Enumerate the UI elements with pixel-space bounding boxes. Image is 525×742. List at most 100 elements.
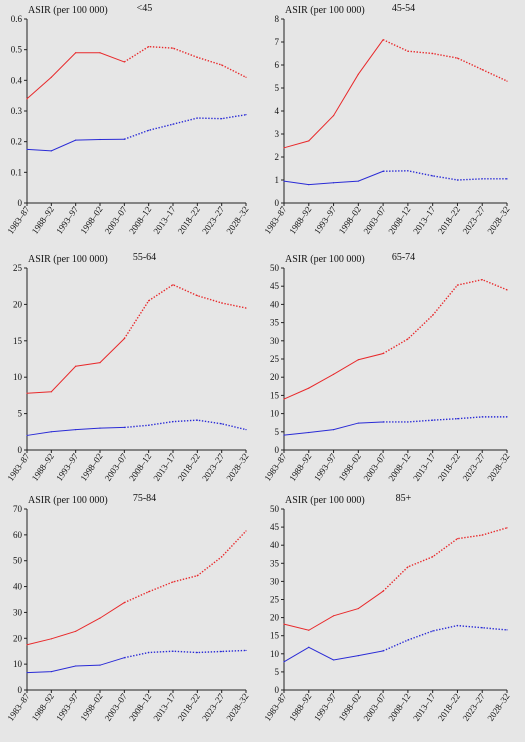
y-tick-label: 30 xyxy=(270,336,280,346)
y-tick-label: 4 xyxy=(275,106,280,116)
x-tick-label: 1983–87 xyxy=(5,691,32,723)
data-point xyxy=(357,73,359,75)
series-2-projected-line xyxy=(383,416,507,423)
panel-title: 85+ xyxy=(396,493,412,504)
data-point xyxy=(148,46,150,48)
y-tick-label: 50 xyxy=(13,556,23,566)
data-point xyxy=(481,534,483,536)
series-1-projected-line xyxy=(123,283,247,339)
series-1-observed-line xyxy=(283,39,384,149)
data-point xyxy=(456,179,459,181)
x-tick-label: 2003–07 xyxy=(361,451,388,483)
data-point xyxy=(481,627,483,629)
data-point xyxy=(245,649,247,652)
data-point xyxy=(26,672,28,674)
chart-panel-4: 0 5 10 15 20 25 30 35 40 45 50 1983–871988–921993–9… xyxy=(262,252,511,483)
y-tick-label: 0 xyxy=(275,198,280,208)
data-point xyxy=(332,115,335,117)
x-tick-label: 2013–17 xyxy=(151,691,178,723)
y-tick-label: 30 xyxy=(270,576,280,586)
data-point xyxy=(172,581,174,583)
data-point xyxy=(506,80,508,82)
y-tick-label: 10 xyxy=(13,372,23,382)
x-tick-label: 2008–12 xyxy=(386,451,412,483)
x-tick-label: 1988–92 xyxy=(287,451,313,483)
data-point xyxy=(123,657,125,659)
x-tick-label: 1998–02 xyxy=(78,451,104,483)
x-tick-label: 2018–22 xyxy=(436,204,462,236)
series-2-observed-line xyxy=(26,138,125,152)
data-point xyxy=(382,590,384,592)
y-tick-label: 6 xyxy=(275,60,280,70)
data-point xyxy=(99,138,101,141)
data-point xyxy=(99,664,101,666)
series-1-projected-line xyxy=(382,39,508,82)
x-tick-label: 2028–32 xyxy=(485,451,511,483)
x-tick-label: 1993–97 xyxy=(54,451,81,483)
y-tick-label: 60 xyxy=(13,530,23,540)
y-tick-label: 25 xyxy=(13,263,23,273)
data-point xyxy=(382,421,384,423)
data-point xyxy=(245,429,247,431)
y-tick-label: 0.2 xyxy=(11,137,22,147)
x-tick-label: 2028–32 xyxy=(224,451,250,483)
data-point xyxy=(196,419,198,421)
data-point xyxy=(456,624,459,627)
y-tick-label: 10 xyxy=(270,649,280,659)
x-tick-label: 2008–12 xyxy=(127,451,153,483)
x-tick-label: 1983–87 xyxy=(5,204,32,236)
x-tick-label: 2013–17 xyxy=(411,204,438,236)
x-tick-label: 1988–92 xyxy=(30,691,56,723)
data-point xyxy=(308,387,310,389)
data-point xyxy=(50,671,52,673)
x-tick-label: 2003–07 xyxy=(361,204,388,236)
x-tick-label: 1993–97 xyxy=(54,691,81,723)
x-tick-label: 1983–87 xyxy=(262,691,289,723)
y-tick-label: 3 xyxy=(275,129,280,139)
x-tick-label: 2018–22 xyxy=(436,451,462,483)
data-point xyxy=(432,314,434,316)
data-point xyxy=(221,118,223,120)
data-point xyxy=(196,651,198,654)
y-axis-label: ASIR (per 100 000) xyxy=(28,254,108,265)
y-tick-label: 40 xyxy=(270,540,280,550)
y-tick-label: 40 xyxy=(13,582,23,592)
data-point xyxy=(432,175,434,177)
data-point xyxy=(357,422,359,424)
data-point xyxy=(245,114,247,116)
x-tick-label: 1993–97 xyxy=(312,204,339,236)
data-point xyxy=(506,527,508,529)
x-tick-label: 1988–92 xyxy=(30,451,56,483)
data-point xyxy=(283,623,285,625)
data-point xyxy=(75,665,77,667)
y-tick-label: 20 xyxy=(13,633,23,643)
panel-title: <45 xyxy=(137,3,153,14)
data-point xyxy=(456,57,459,59)
data-point xyxy=(196,575,198,577)
x-tick-label: 1988–92 xyxy=(287,204,313,236)
panel-title: 45-54 xyxy=(392,3,415,14)
x-tick-label: 2008–12 xyxy=(127,204,153,236)
data-point xyxy=(481,416,483,418)
data-point xyxy=(432,52,434,55)
data-point xyxy=(196,56,198,58)
y-tick-label: 50 xyxy=(270,504,280,514)
y-tick-label: 45 xyxy=(270,522,280,532)
data-point xyxy=(221,64,223,66)
data-point xyxy=(357,655,359,657)
series-2-observed-line xyxy=(26,657,125,674)
x-tick-label: 2003–07 xyxy=(103,691,130,723)
data-point xyxy=(50,150,52,152)
data-point xyxy=(148,300,150,302)
series-1-projected-line xyxy=(382,278,508,355)
x-tick-label: 1988–92 xyxy=(30,204,56,236)
series-2-observed-line xyxy=(26,426,125,436)
data-point xyxy=(123,61,125,63)
data-point xyxy=(172,47,174,49)
data-point xyxy=(407,421,409,423)
y-tick-label: 25 xyxy=(270,595,280,605)
x-tick-label: 2013–17 xyxy=(151,451,178,483)
y-tick-label: 0.6 xyxy=(11,14,23,24)
